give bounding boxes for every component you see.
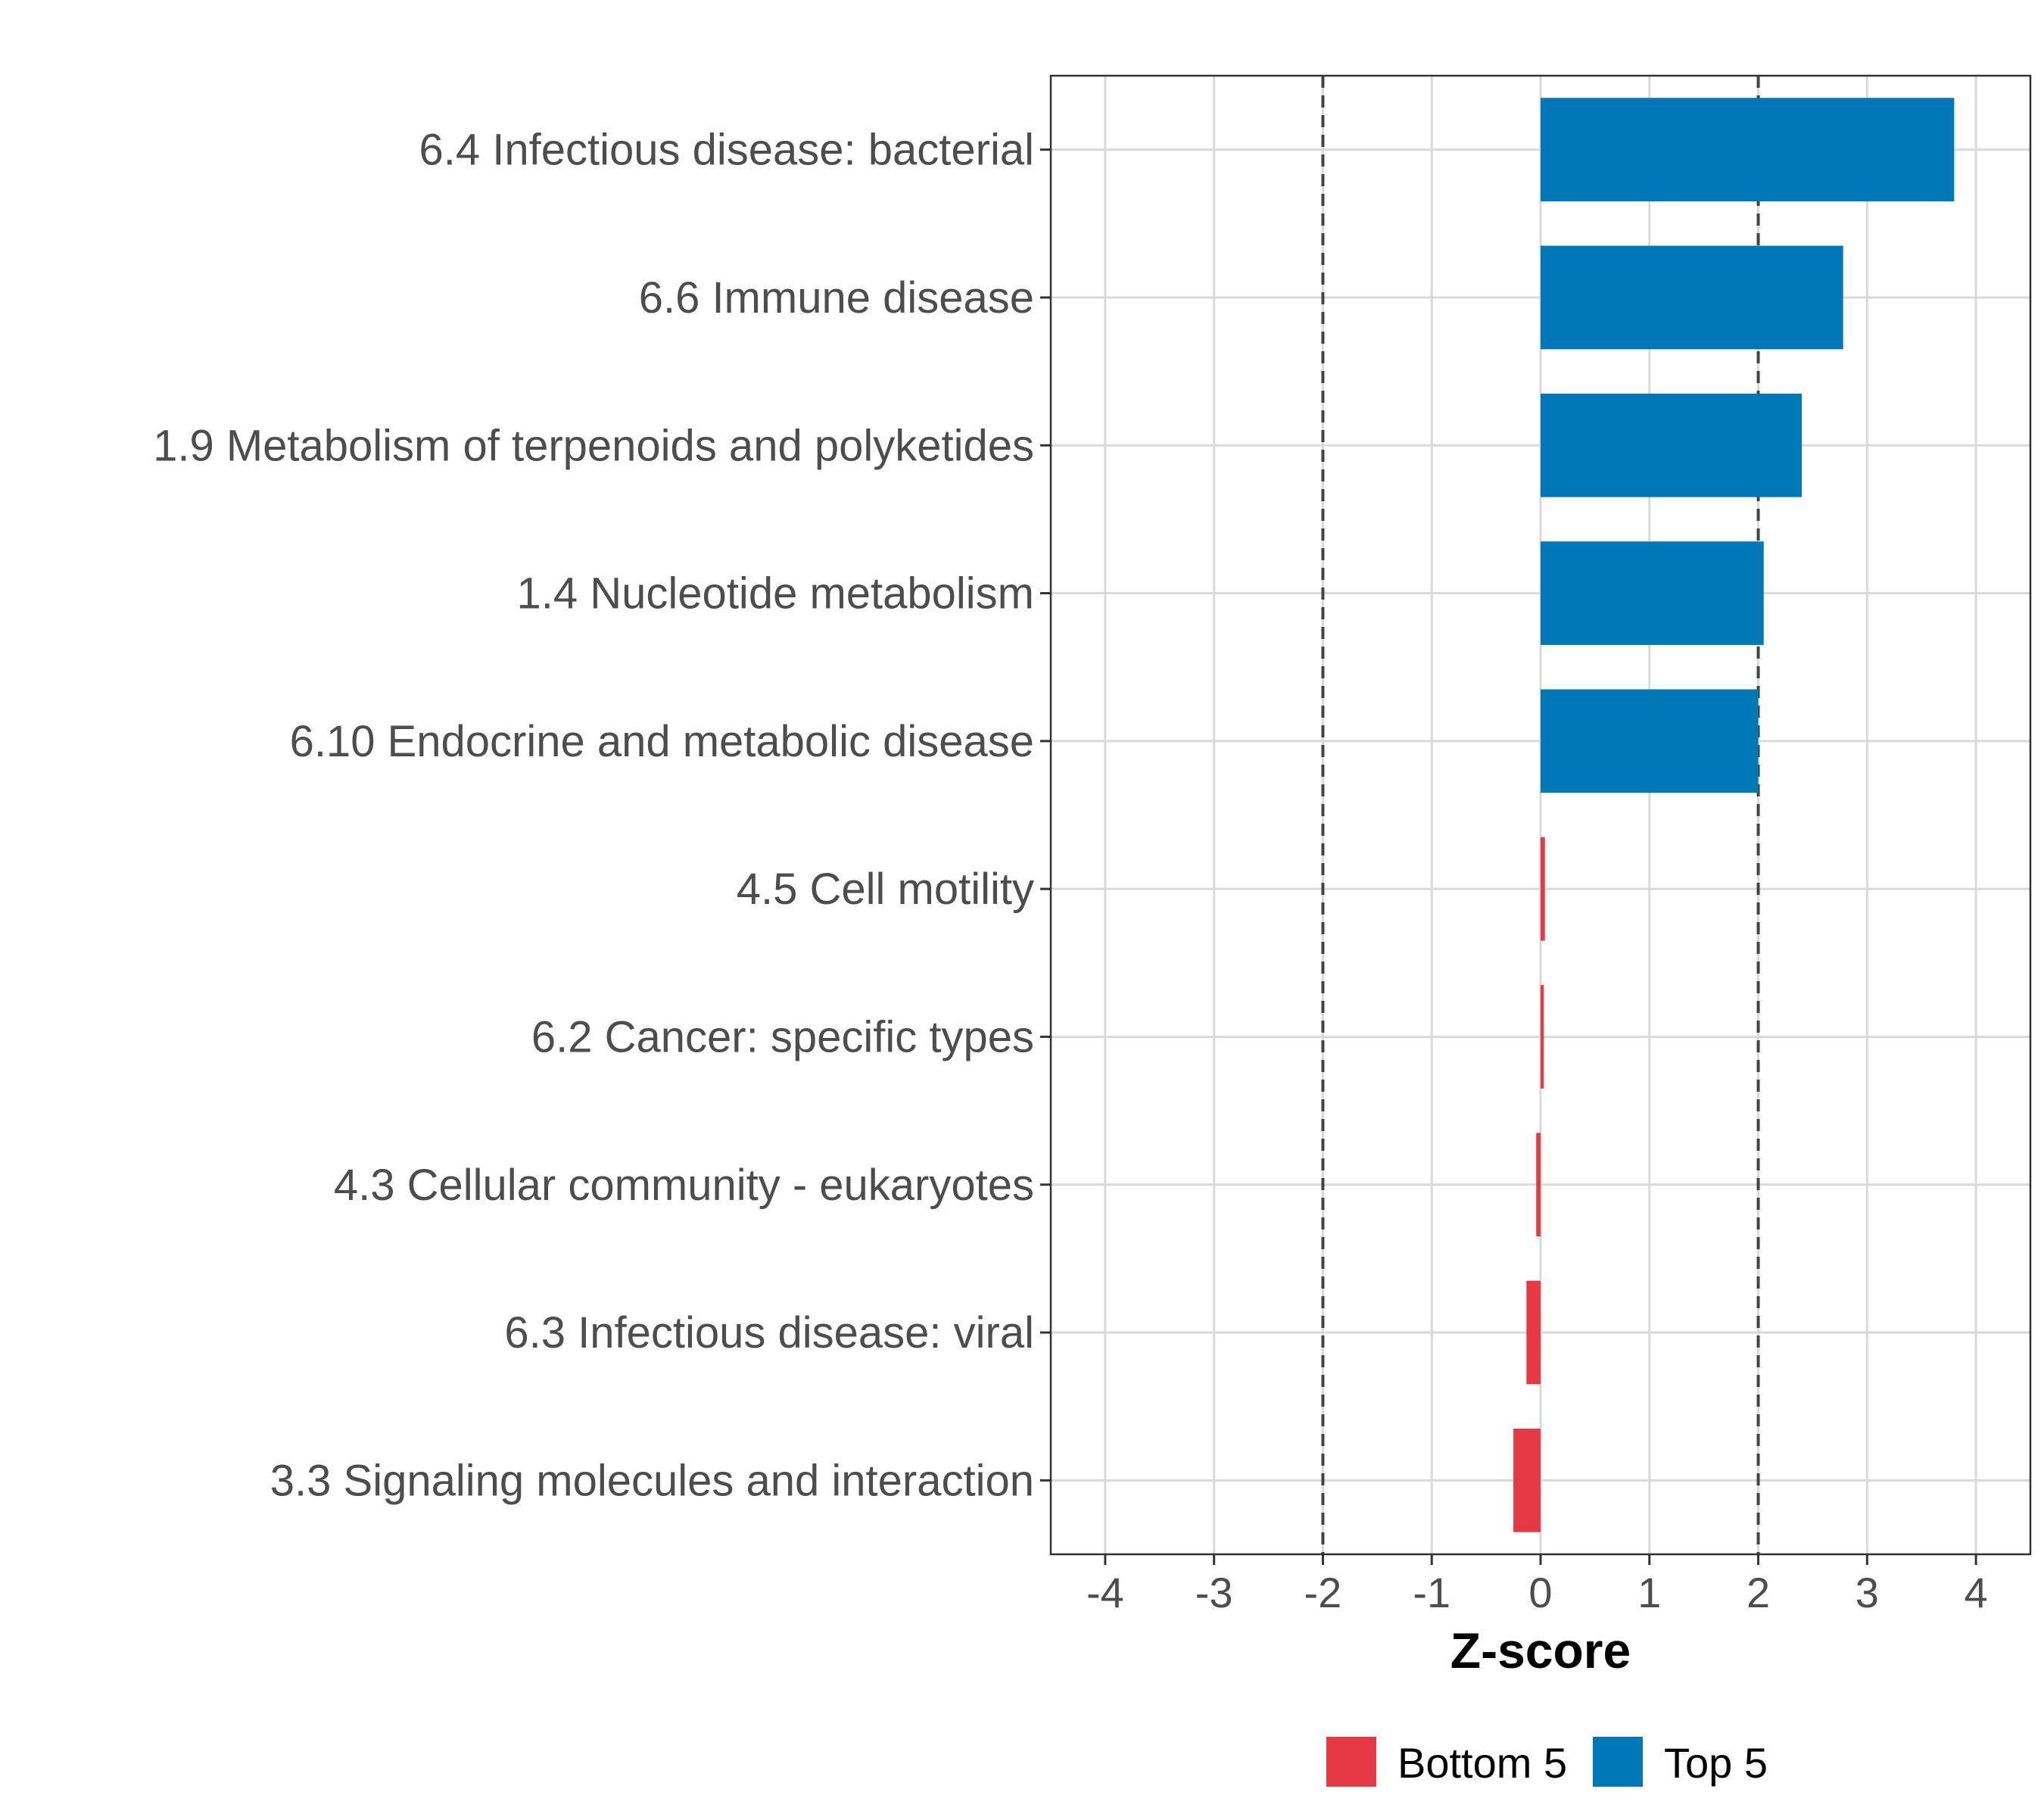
category-label-8: 6.3 Infectious disease: viral — [504, 1308, 1034, 1357]
bar-5 — [1541, 837, 1545, 941]
category-label-0: 6.4 Infectious disease: bacterial — [419, 126, 1034, 175]
bars — [1513, 98, 1955, 1532]
legend-swatch-1 — [1593, 1737, 1643, 1787]
bar-3 — [1541, 541, 1764, 645]
x-tick-label-7: 3 — [1855, 1569, 1879, 1616]
bar-9 — [1513, 1428, 1541, 1532]
y-axis: 6.4 Infectious disease: bacterial 6.6 Imm… — [153, 126, 1051, 1505]
bar-6 — [1541, 985, 1544, 1089]
x-tick-label-1: -3 — [1195, 1569, 1233, 1616]
x-tick-label-4: 0 — [1528, 1569, 1552, 1616]
x-axis: -4 -3 -2 -1 0 1 2 3 4 — [1086, 1554, 1988, 1616]
x-tick-label-8: 4 — [1965, 1569, 1988, 1616]
category-label-2: 1.9 Metabolism of terpenoids and polyket… — [153, 421, 1034, 470]
bar-7 — [1536, 1133, 1541, 1237]
category-label-7: 4.3 Cellular community - eukaryotes — [334, 1161, 1034, 1210]
x-tick-label-2: -2 — [1304, 1569, 1342, 1616]
legend-swatch-0 — [1326, 1737, 1376, 1787]
legend-label-1: Top 5 — [1664, 1739, 1768, 1787]
category-label-5: 4.5 Cell motility — [737, 865, 1034, 914]
category-label-1: 6.6 Immune disease — [639, 273, 1034, 323]
x-tick-label-5: 1 — [1637, 1569, 1661, 1616]
bar-8 — [1526, 1280, 1541, 1385]
bar-0 — [1541, 98, 1955, 202]
category-label-4: 6.10 Endocrine and metabolic disease — [290, 717, 1034, 766]
bar-1 — [1541, 245, 1843, 350]
bar-2 — [1541, 393, 1803, 497]
x-tick-label-6: 2 — [1746, 1569, 1770, 1616]
category-label-9: 3.3 Signaling molecules and interaction — [270, 1456, 1034, 1505]
legend: Bottom 5 Top 5 — [1326, 1737, 1768, 1787]
category-label-6: 6.2 Cancer: specific types — [531, 1012, 1034, 1061]
x-tick-label-3: -1 — [1413, 1569, 1450, 1616]
legend-label-0: Bottom 5 — [1397, 1739, 1567, 1787]
bar-4 — [1541, 689, 1759, 793]
x-tick-label-0: -4 — [1086, 1569, 1124, 1616]
category-label-3: 1.4 Nucleotide metabolism — [517, 569, 1034, 619]
x-axis-title: Z-score — [1450, 1622, 1631, 1678]
